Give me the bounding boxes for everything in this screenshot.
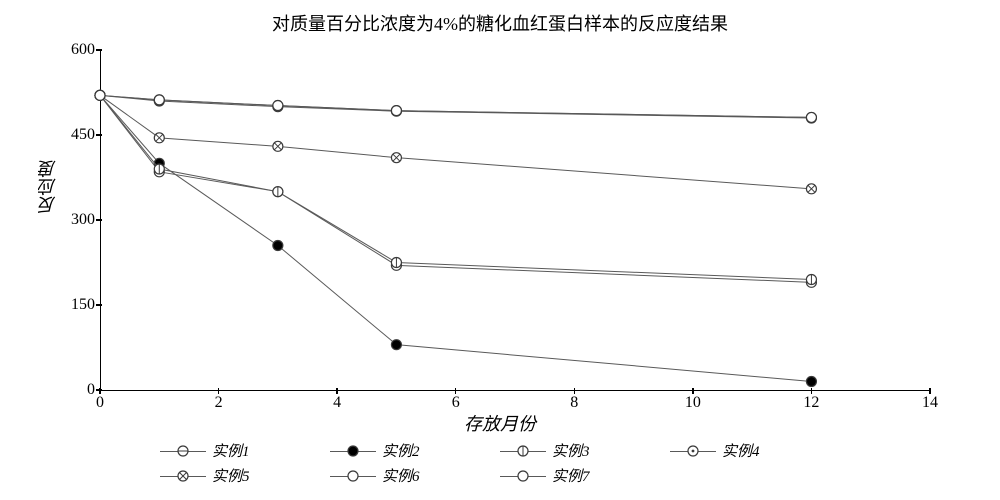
series-line-实例3 (100, 95, 811, 279)
series-marker-实例7 (95, 90, 105, 100)
x-tick-label: 2 (215, 394, 223, 412)
series-line-实例1 (100, 95, 811, 282)
series-line-实例2 (100, 95, 811, 381)
x-tick-label: 10 (685, 394, 701, 412)
legend-label: 实例5 (212, 465, 250, 486)
legend-swatch (330, 443, 376, 459)
legend-item: 实例3 (500, 440, 670, 461)
y-tick-label: 0 (87, 381, 95, 399)
legend: 实例1 实例2 实例3 实例4 实例5 实例6 实例7 (160, 440, 860, 490)
legend-item: 实例4 (670, 440, 840, 461)
legend-label: 实例2 (382, 440, 420, 461)
legend-item: 实例7 (500, 465, 670, 486)
legend-swatch (330, 468, 376, 484)
legend-item: 实例6 (330, 465, 500, 486)
x-tick-label: 12 (803, 394, 819, 412)
legend-label: 实例6 (382, 465, 420, 486)
x-tick (574, 388, 576, 394)
x-tick (218, 388, 220, 394)
x-tick (692, 388, 694, 394)
x-axis-label: 存放月份 (0, 410, 1000, 436)
chart-title: 对质量百分比浓度为4%的糖化血红蛋白样本的反应度结果 (0, 10, 1000, 36)
series-marker-实例3 (806, 275, 816, 285)
legend-swatch (670, 443, 716, 459)
legend-label: 实例1 (212, 440, 250, 461)
series-marker-实例7 (391, 106, 401, 116)
series-marker-实例2 (391, 340, 401, 350)
y-axis-label: 反应度 (35, 160, 61, 214)
series-marker-实例5 (154, 133, 164, 143)
x-tick-label: 6 (452, 394, 460, 412)
legend-item: 实例2 (330, 440, 500, 461)
y-tick-label: 300 (71, 211, 95, 229)
x-tick (336, 388, 338, 394)
y-tick (96, 134, 102, 136)
x-tick (929, 388, 931, 394)
x-tick-label: 4 (333, 394, 341, 412)
series-line-实例5 (100, 95, 811, 189)
x-tick-label: 0 (96, 394, 104, 412)
x-tick (811, 388, 813, 394)
x-tick-label: 14 (922, 394, 938, 412)
series-line-实例7 (100, 95, 811, 117)
series-marker-实例5 (806, 184, 816, 194)
series-line-实例4 (100, 95, 811, 118)
series-marker-实例7 (154, 95, 164, 105)
legend-swatch (160, 443, 206, 459)
y-tick (96, 219, 102, 221)
legend-swatch (500, 443, 546, 459)
legend-label: 实例7 (552, 465, 590, 486)
legend-item: 实例1 (160, 440, 330, 461)
y-tick-label: 450 (71, 126, 95, 144)
legend-item: 实例5 (160, 465, 330, 486)
series-marker-实例5 (273, 141, 283, 151)
legend-label: 实例4 (722, 440, 760, 461)
x-tick-label: 8 (570, 394, 578, 412)
x-tick (99, 388, 101, 394)
y-tick-label: 600 (71, 41, 95, 59)
series-marker-实例5 (391, 153, 401, 163)
legend-swatch (500, 468, 546, 484)
chart-svg (100, 50, 930, 390)
series-marker-实例7 (273, 101, 283, 111)
y-tick-label: 150 (71, 296, 95, 314)
series-marker-实例2 (273, 241, 283, 251)
series-line-实例6 (100, 95, 811, 117)
chart-container: 对质量百分比浓度为4%的糖化血红蛋白样本的反应度结果 反应度 存放月份 实例1实… (0, 0, 1000, 500)
legend-label: 实例3 (552, 440, 590, 461)
x-tick (455, 388, 457, 394)
series-marker-实例7 (806, 112, 816, 122)
series-marker-实例3 (391, 258, 401, 268)
series-marker-实例3 (154, 164, 164, 174)
y-tick (96, 304, 102, 306)
legend-swatch (160, 468, 206, 484)
y-tick (96, 49, 102, 51)
series-marker-实例3 (273, 187, 283, 197)
series-marker-实例2 (806, 377, 816, 387)
